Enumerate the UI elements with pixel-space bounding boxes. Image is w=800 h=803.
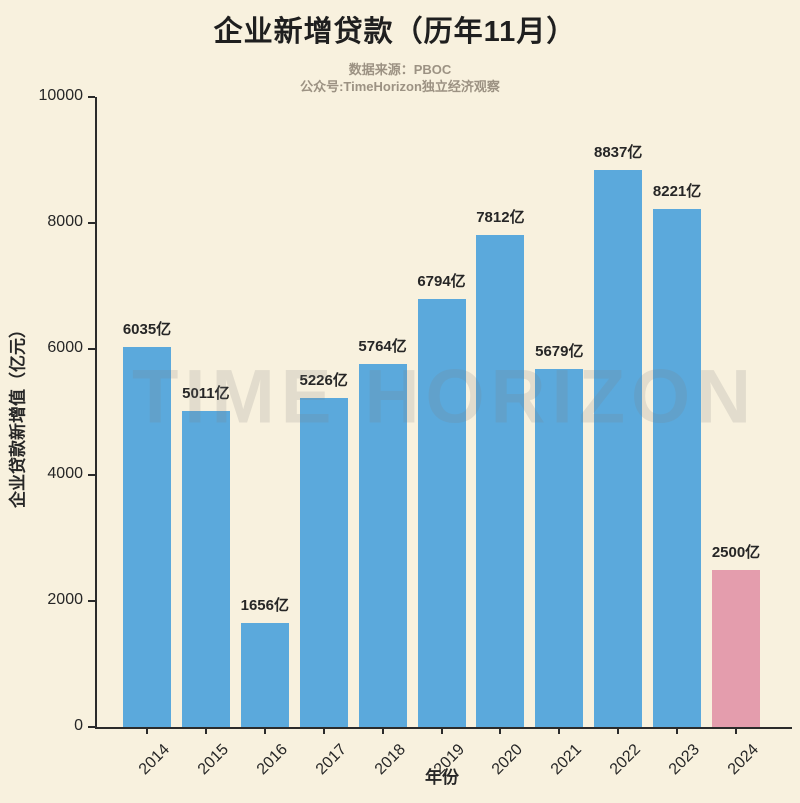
x-axis-tick [322, 727, 325, 734]
x-axis-tick [440, 727, 443, 734]
y-tick-label: 4000 [47, 465, 83, 482]
y-axis-tick [88, 726, 95, 728]
bar-2023 [653, 209, 702, 727]
y-tick-label: 10000 [38, 87, 84, 104]
bar-2021 [535, 369, 584, 727]
y-tick-label: 8000 [47, 213, 83, 230]
subtitle-source-line: 数据来源：PBOC [348, 62, 452, 77]
x-axis-tick [617, 727, 620, 734]
bar-2018 [358, 363, 407, 727]
x-tick-label-2022: 2022 [607, 741, 645, 779]
x-axis-tick [558, 727, 561, 734]
x-axis-tick [676, 727, 679, 734]
bar-value-label-2017: 5226亿 [299, 371, 348, 389]
y-axis-tick [88, 600, 95, 602]
x-tick-label-2014: 2014 [135, 741, 174, 779]
x-axis-tick [499, 727, 502, 734]
y-axis-tick [88, 96, 95, 98]
bar-value-label-2020: 7812亿 [476, 208, 525, 226]
subtitle-account-line: 公众号:TimeHorizon独立经济观察 [300, 79, 500, 94]
x-axis-tick [381, 727, 384, 734]
bar-2017 [299, 397, 348, 727]
bar-value-label-2022: 8837亿 [594, 144, 643, 162]
plot-area: TIME HORIZON 02000400060008000100006035亿… [39, 87, 792, 778]
bar-2024 [712, 569, 760, 727]
x-axis-tick [263, 727, 266, 734]
bar-2019 [417, 298, 466, 727]
y-axis-tick [88, 474, 95, 476]
bar-value-label-2019: 6794亿 [417, 272, 466, 290]
bar-value-label-2015: 5011亿 [182, 385, 230, 403]
x-tick-label-2024: 2024 [724, 741, 763, 779]
x-axis-tick [735, 727, 737, 734]
bar-2022 [594, 170, 643, 727]
bar-value-label-2023: 8221亿 [652, 183, 702, 201]
y-axis-tick [88, 222, 95, 224]
y-tick-label: 0 [74, 717, 83, 734]
bar-value-label-2024: 2500亿 [711, 543, 761, 561]
y-tick-label: 2000 [47, 591, 83, 608]
bar-2015 [181, 411, 230, 727]
x-tick-label-2016: 2016 [253, 741, 291, 779]
chart-title: 企业新增贷款（历年11月） [213, 16, 577, 48]
chart-subtitle: 数据来源：PBOC 公众号:TimeHorizon独立经济观察 [0, 61, 800, 95]
x-axis-tick [146, 727, 148, 734]
y-axis-tick [88, 348, 95, 350]
x-axis-label: 年份 [425, 768, 459, 787]
x-tick-label-2023: 2023 [665, 741, 704, 779]
bar-value-label-2016: 1656亿 [240, 596, 289, 614]
bar-value-label-2018: 5764亿 [358, 337, 407, 355]
bar-2020 [476, 234, 525, 727]
bar-2016 [240, 622, 289, 727]
x-axis-tick [204, 727, 207, 734]
y-tick-label: 6000 [47, 339, 83, 356]
bar-value-label-2014: 6035亿 [122, 320, 172, 338]
x-tick-label-2015: 2015 [194, 741, 232, 779]
bar-value-label-2021: 5679亿 [535, 343, 584, 361]
bar-2014 [123, 346, 171, 727]
